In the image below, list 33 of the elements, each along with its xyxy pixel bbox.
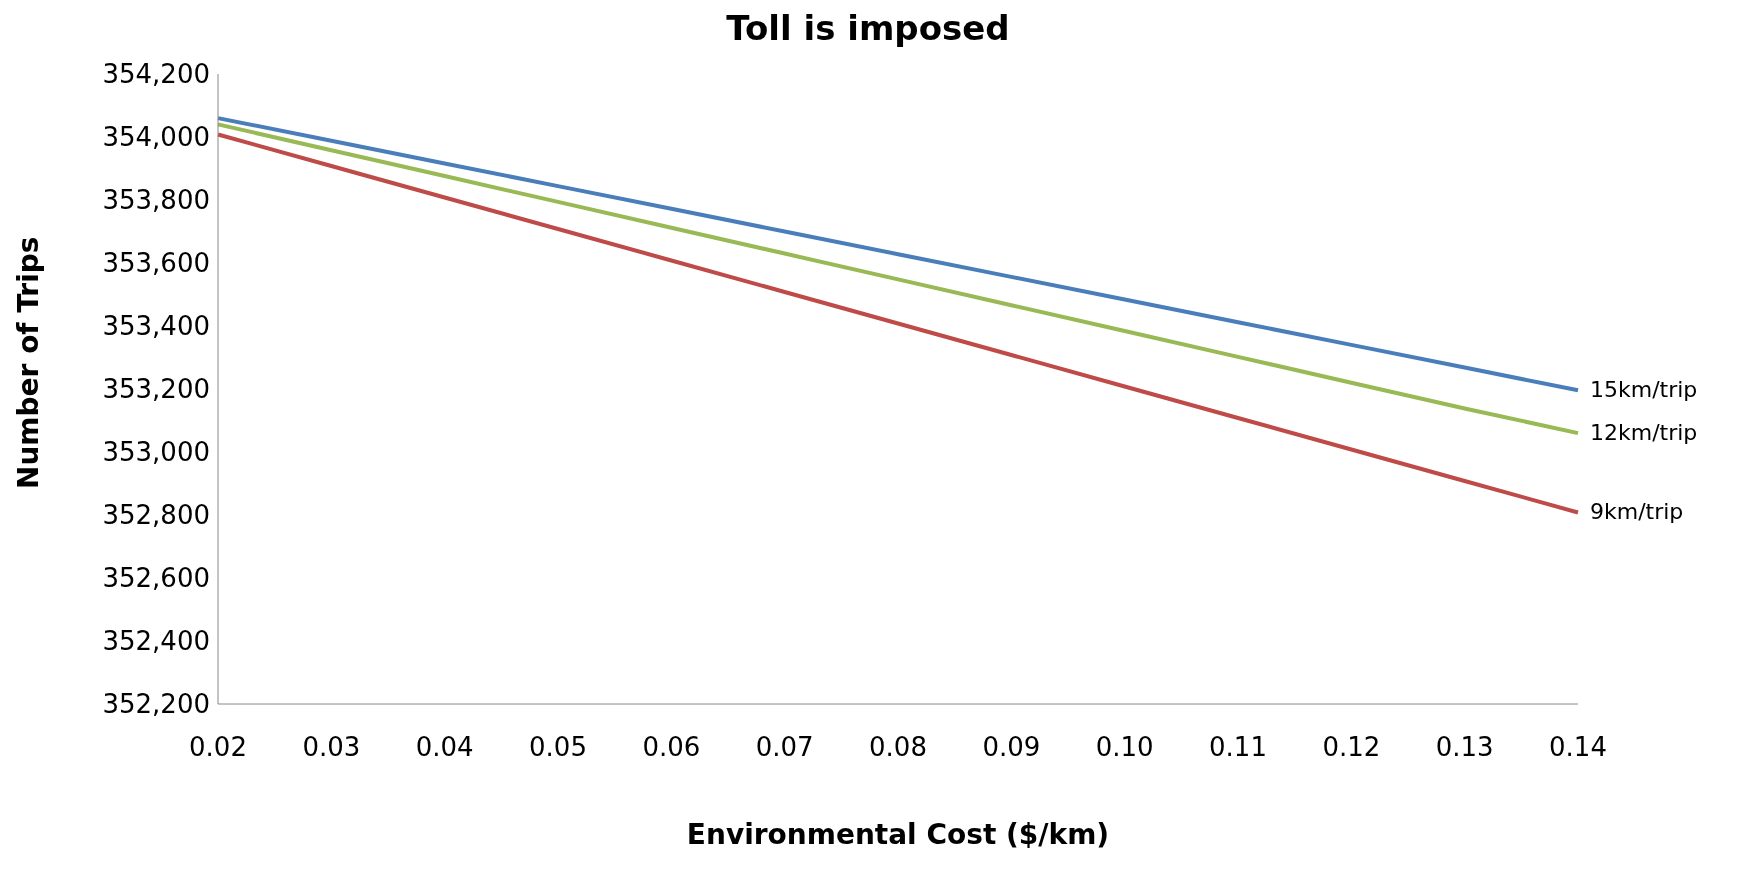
line-series [216, 122, 1580, 436]
x-tick-label: 0.09 [982, 732, 1041, 763]
x-tick-label: 0.02 [189, 732, 247, 763]
x-tick-label: 0.13 [1435, 732, 1494, 763]
series-label: 15km/trip [1590, 377, 1698, 403]
y-tick-label: 354,000 [102, 122, 210, 153]
x-tick-label: 0.10 [1095, 732, 1154, 763]
series-label: 12km/trip [1590, 420, 1698, 446]
x-axis-title: Environmental Cost ($/km) [686, 818, 1110, 851]
chart-title: Toll is imposed [725, 8, 1011, 50]
y-tick-label: 353,800 [102, 185, 210, 216]
x-tick-label: 0.11 [1209, 732, 1267, 763]
series-label: 9km/trip [1590, 499, 1684, 525]
y-tick-label: 352,800 [102, 500, 210, 531]
x-tick-label: 0.07 [755, 732, 814, 763]
y-tick-label: 352,400 [102, 626, 210, 657]
x-tick-label: 0.14 [1549, 732, 1607, 763]
x-tick-label: 0.12 [1322, 732, 1381, 763]
x-tick-label: 0.03 [302, 732, 361, 763]
y-tick-label: 353,400 [102, 311, 210, 342]
y-tick-label: 352,600 [102, 563, 210, 594]
x-tick-label: 0.05 [529, 732, 587, 763]
line-series [216, 132, 1580, 515]
y-tick-label: 353,600 [102, 248, 210, 279]
y-tick-label: 352,200 [102, 689, 210, 720]
y-tick-label: 354,200 [102, 59, 210, 90]
y-tick-label: 353,200 [102, 374, 210, 405]
line-series [216, 116, 1580, 393]
y-axis-title: Number of Trips [11, 236, 45, 489]
y-tick-label: 353,000 [102, 437, 210, 468]
x-tick-label: 0.06 [642, 732, 701, 763]
x-tick-label: 0.08 [869, 732, 927, 763]
x-tick-label: 0.04 [415, 732, 474, 763]
